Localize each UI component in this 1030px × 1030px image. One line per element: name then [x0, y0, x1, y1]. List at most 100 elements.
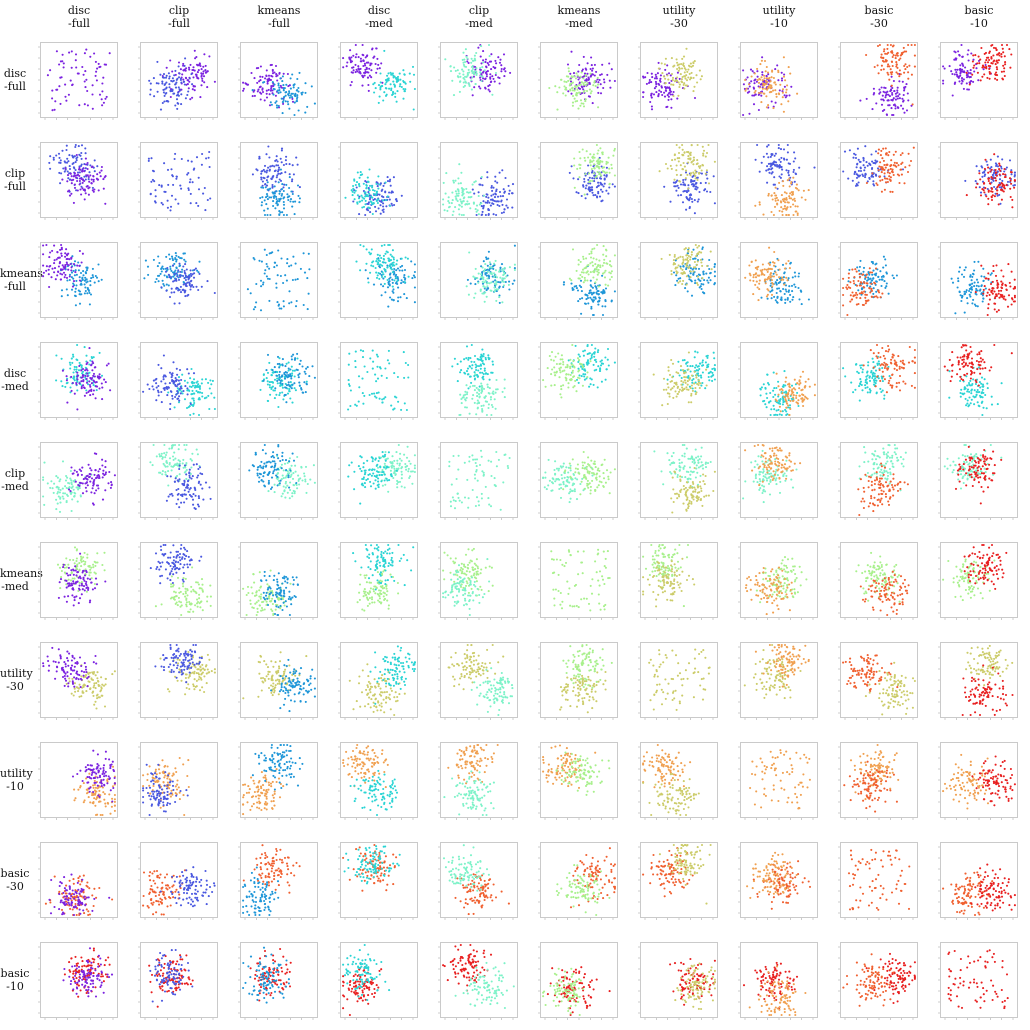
scatter-point: [80, 261, 83, 264]
scatter-point: [189, 178, 192, 181]
scatter-point: [898, 69, 901, 72]
scatter-point: [448, 205, 451, 208]
scatter-point: [481, 184, 484, 187]
scatter-point: [57, 270, 60, 274]
scatter-point: [994, 162, 997, 165]
scatter-point: [74, 161, 77, 164]
scatter-point: [380, 256, 383, 260]
scatter-panel: [338, 242, 418, 326]
scatter-point: [76, 189, 79, 192]
scatter-point: [154, 201, 157, 204]
scatter-point: [853, 172, 856, 176]
scatter-panel: [338, 42, 418, 126]
scatter-point: [502, 285, 505, 289]
scatter-point: [593, 156, 596, 159]
scatter-point: [785, 169, 788, 172]
scatter-point: [855, 166, 858, 169]
scatter-point: [996, 185, 999, 188]
scatter-point: [188, 68, 191, 71]
scatter-point: [697, 198, 700, 201]
scatter-point: [584, 197, 587, 200]
scatter-point: [87, 178, 90, 181]
scatter-point: [357, 56, 360, 59]
scatter-point: [64, 252, 67, 255]
scatter-point: [376, 67, 379, 70]
scatter-point: [197, 77, 200, 80]
scatter-point: [976, 182, 979, 185]
scatter-point: [699, 78, 702, 81]
scatter-point: [282, 84, 285, 87]
scatter-point: [481, 213, 484, 216]
scatter-point: [176, 107, 179, 110]
scatter-point: [773, 81, 776, 84]
scatter-point: [901, 168, 905, 171]
scatter-point: [672, 262, 676, 265]
scatter-point: [761, 71, 764, 74]
scatter-point: [910, 43, 913, 47]
scatter-point: [177, 86, 180, 89]
scatter-point: [880, 190, 883, 193]
scatter-point: [796, 212, 799, 215]
scatter-point: [698, 274, 701, 277]
scatter-point: [773, 160, 776, 163]
scatter-point: [978, 172, 981, 175]
scatter-point: [262, 186, 265, 189]
scatter-point: [694, 171, 698, 174]
scatter-point: [770, 164, 773, 167]
scatter-point: [148, 79, 151, 82]
scatter-point: [578, 91, 581, 94]
scatter-point: [604, 171, 607, 175]
scatter-point: [488, 201, 491, 204]
scatter-point: [98, 66, 101, 69]
scatter-point: [179, 68, 182, 71]
scatter-point: [191, 273, 194, 276]
scatter-point: [66, 294, 69, 297]
scatter-point: [482, 285, 485, 288]
scatter-point: [1004, 173, 1007, 176]
scatter-point: [577, 86, 580, 90]
scatter-point: [470, 57, 473, 60]
scatter-point: [263, 213, 267, 217]
scatter-point: [485, 274, 488, 277]
scatter-point: [889, 43, 892, 47]
scatter-point: [451, 199, 454, 202]
scatter-point: [297, 109, 300, 112]
scatter-point: [991, 177, 994, 180]
scatter-point: [664, 68, 667, 71]
scatter-point: [354, 63, 357, 66]
scatter-point: [487, 63, 490, 66]
scatter-point: [689, 154, 692, 157]
scatter-point: [179, 184, 182, 187]
scatter-point: [590, 293, 594, 296]
scatter-point: [891, 98, 894, 101]
scatter-point: [605, 162, 608, 165]
scatter-point: [888, 78, 891, 81]
scatter-point: [273, 266, 276, 269]
scatter-point: [498, 61, 502, 64]
scatter-point: [564, 86, 568, 89]
scatter-point: [87, 289, 91, 292]
scatter-point: [266, 265, 269, 268]
scatter-point: [358, 213, 361, 216]
scatter-point: [282, 189, 285, 193]
scatter-point: [800, 196, 803, 199]
scatter-point: [608, 263, 611, 266]
scatter-point: [695, 255, 698, 258]
scatter-point: [63, 276, 66, 279]
scatter-point: [457, 76, 460, 79]
scatter-point: [608, 182, 611, 185]
scatter-point: [682, 63, 685, 67]
scatter-point: [589, 67, 592, 71]
scatter-point: [513, 244, 516, 247]
scatter-point: [667, 78, 670, 81]
scatter-point: [66, 254, 69, 257]
scatter-point: [442, 203, 445, 206]
scatter-point: [352, 187, 355, 190]
scatter-point: [689, 62, 692, 65]
scatter-point: [880, 68, 883, 71]
scatter-point: [892, 97, 895, 100]
scatter-point: [767, 87, 770, 90]
scatter-point: [209, 197, 212, 200]
scatter-point: [476, 209, 479, 212]
scatter-point: [384, 191, 387, 194]
